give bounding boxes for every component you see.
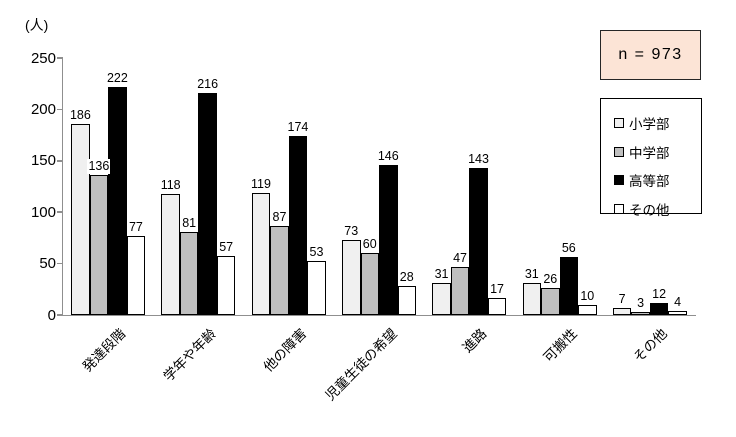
legend-item-中学部: 中学部 [614, 138, 701, 167]
bar-value-label: 87 [271, 209, 288, 225]
bar-value-label: 118 [159, 177, 182, 193]
bar-value-label: 143 [467, 151, 490, 167]
bar-中学部-発達段階 [89, 175, 109, 315]
bar-小学部-進路 [432, 283, 451, 315]
y-tick-mark [57, 314, 62, 316]
bar-value-label: 31 [433, 267, 450, 283]
bar-高等部-進路 [469, 167, 488, 315]
sample-size-text: n = 973 [618, 46, 683, 63]
bar-小学部-可搬性 [522, 283, 542, 315]
bar-その他-その他 [668, 310, 687, 315]
bar-value-label: 47 [452, 250, 468, 266]
bar-value-label: 26 [542, 272, 559, 288]
bar-その他-発達段階 [126, 235, 146, 315]
y-tick-mark [57, 160, 62, 162]
y-tick-mark [57, 211, 62, 213]
bar-高等部-児童生徒の希望 [379, 164, 398, 315]
bar-その他-進路 [487, 297, 507, 315]
bar-その他-可搬性 [578, 304, 597, 315]
bar-高等部-その他 [649, 302, 669, 315]
bar-小学部-その他 [612, 307, 632, 315]
bar-value-label: 77 [127, 219, 144, 235]
y-tick-label: 150 [30, 152, 56, 170]
legend-marker-icon [614, 146, 624, 157]
legend-marker-icon [614, 118, 624, 129]
bar-中学部-学年や年齢 [179, 231, 199, 315]
bar-小学部-発達段階 [71, 123, 90, 315]
bar-中学部-可搬性 [541, 288, 560, 315]
bar-value-label: 81 [181, 215, 198, 231]
bar-中学部-その他 [631, 311, 650, 315]
y-tick-label: 0 [47, 306, 56, 324]
legend: 小学部中学部高等部その他 [600, 98, 702, 218]
bar-value-label: 4 [673, 294, 683, 310]
legend-label: 高等部 [629, 174, 670, 190]
y-axis-line [61, 57, 63, 316]
y-tick-mark [57, 57, 62, 59]
legend-label: その他 [629, 202, 670, 218]
bar-value-label: 146 [376, 148, 400, 164]
y-tick-mark [57, 262, 62, 265]
y-axis-unit-label: (人) [25, 17, 49, 33]
legend-marker-icon [614, 175, 624, 186]
bar-value-label: 10 [579, 288, 596, 304]
bar-中学部-児童生徒の希望 [360, 253, 379, 315]
bar-value-label: 31 [523, 267, 540, 283]
bar-中学部-進路 [450, 266, 470, 315]
bar-小学部-学年や年齢 [161, 193, 180, 315]
bar-value-label: 186 [68, 107, 92, 123]
bar-value-label: 57 [218, 240, 235, 256]
sample-size-box: n = 973 [600, 30, 701, 80]
y-tick-label: 250 [30, 49, 56, 67]
bar-value-label: 12 [651, 286, 668, 302]
legend-item-小学部: 小学部 [614, 109, 701, 138]
y-tick-label: 50 [39, 255, 56, 273]
legend-marker-icon [614, 203, 624, 214]
bar-小学部-児童生徒の希望 [342, 239, 361, 315]
bar-高等部-可搬性 [559, 257, 579, 315]
legend-item-高等部: 高等部 [614, 166, 701, 195]
legend-label: 中学部 [629, 145, 670, 161]
bar-value-label: 56 [560, 241, 577, 257]
legend-item-その他: その他 [614, 195, 701, 224]
bar-小学部-他の障害 [251, 192, 271, 315]
y-tick-label: 200 [30, 100, 56, 118]
bar-value-label: 73 [343, 223, 360, 239]
bar-value-label: 216 [196, 76, 220, 92]
bar-高等部-学年や年齢 [198, 92, 217, 315]
bar-その他-他の障害 [307, 260, 326, 315]
bar-value-label: 28 [398, 270, 415, 286]
bar-value-label: 53 [308, 244, 325, 260]
bar-value-label: 174 [286, 120, 310, 136]
bar-value-label: 7 [617, 291, 627, 307]
bar-その他-児童生徒の希望 [397, 286, 416, 315]
x-axis-line [61, 314, 696, 317]
bar-高等部-他の障害 [288, 136, 308, 315]
bar-高等部-発達段階 [108, 86, 127, 315]
bar-value-label: 222 [105, 70, 129, 86]
legend-label: 小学部 [629, 117, 670, 133]
bar-value-label: 119 [249, 176, 272, 192]
bar-value-label: 3 [636, 295, 646, 311]
bar-value-label: 136 [87, 159, 111, 175]
bar-value-label: 17 [489, 281, 505, 297]
bar-中学部-他の障害 [270, 225, 289, 315]
y-tick-label: 100 [30, 203, 56, 221]
bar-value-label: 60 [361, 237, 378, 253]
y-tick-mark [57, 108, 62, 111]
bar-その他-学年や年齢 [216, 256, 236, 315]
